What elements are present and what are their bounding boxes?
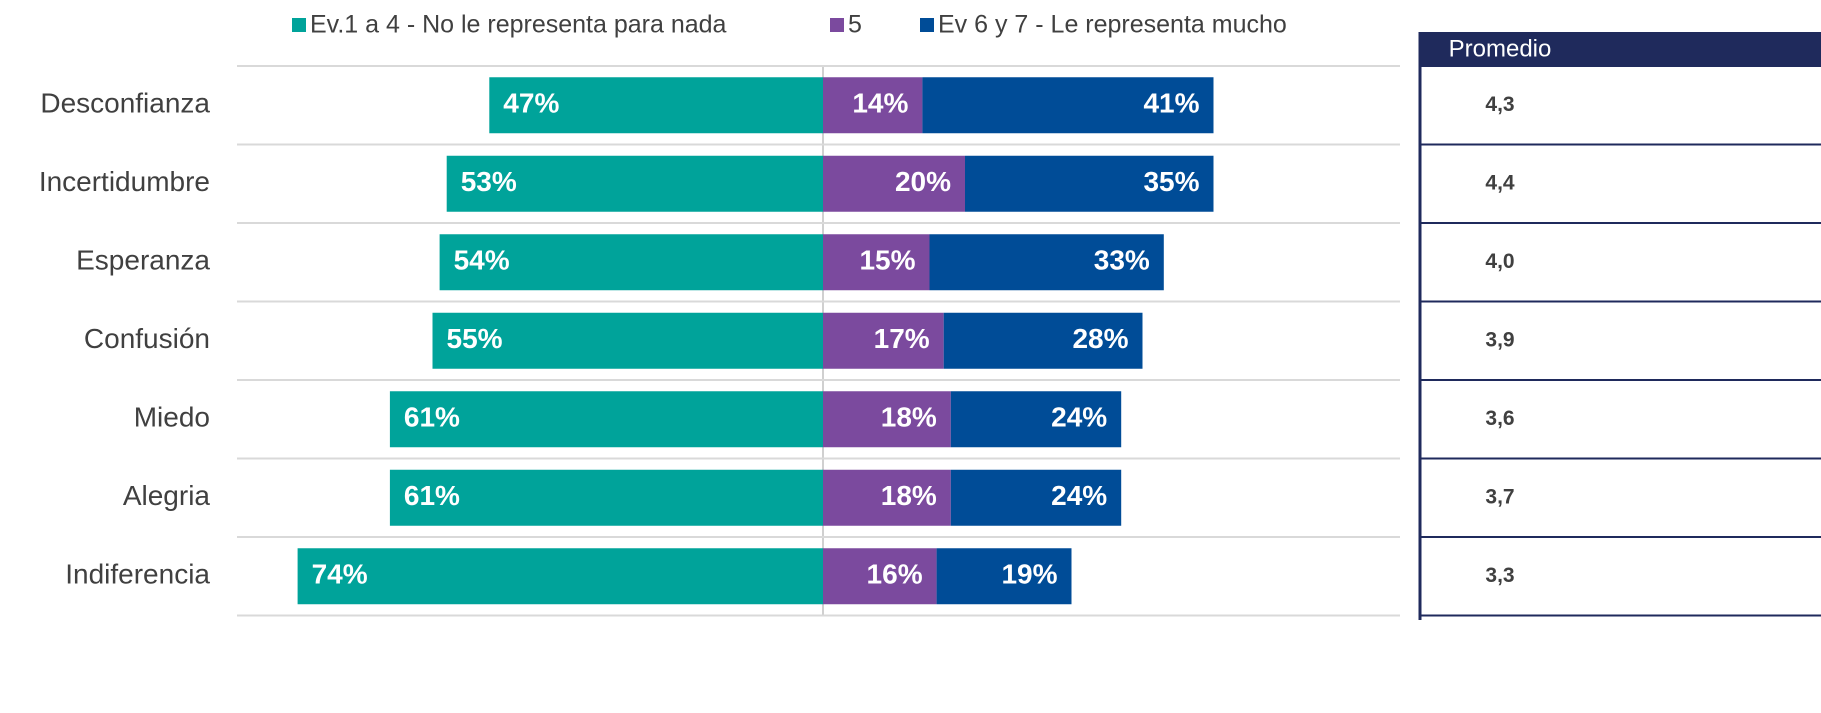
value-label: 24% bbox=[1051, 402, 1107, 433]
bar bbox=[823, 312, 944, 369]
bar bbox=[489, 77, 823, 134]
value-label: 61% bbox=[404, 480, 460, 511]
bar bbox=[432, 312, 823, 369]
category-label: Desconfianza bbox=[40, 88, 210, 119]
value-label: 61% bbox=[404, 402, 460, 433]
value-label: 18% bbox=[881, 402, 937, 433]
bar bbox=[950, 469, 1122, 526]
value-label: 55% bbox=[447, 323, 503, 354]
bar bbox=[823, 155, 965, 212]
value-label: 41% bbox=[1143, 88, 1199, 119]
category-label: Indiferencia bbox=[65, 559, 210, 590]
legend-swatch bbox=[830, 18, 844, 32]
table-header: Promedio bbox=[1449, 35, 1552, 62]
table-cell: 3,9 bbox=[1485, 328, 1514, 351]
bar bbox=[389, 391, 823, 448]
bar bbox=[823, 469, 951, 526]
value-label: 33% bbox=[1094, 245, 1150, 276]
category-label: Esperanza bbox=[76, 245, 210, 276]
bar bbox=[936, 548, 1072, 605]
value-label: 24% bbox=[1051, 480, 1107, 511]
bar bbox=[823, 234, 930, 291]
bar bbox=[922, 77, 1214, 134]
value-label: 74% bbox=[312, 559, 368, 590]
bar bbox=[823, 548, 937, 605]
category-label: Alegria bbox=[123, 480, 211, 511]
category-label: Miedo bbox=[134, 402, 210, 433]
value-label: 16% bbox=[867, 559, 923, 590]
value-label: 28% bbox=[1072, 323, 1128, 354]
bar bbox=[446, 155, 823, 212]
category-label: Confusión bbox=[84, 323, 210, 354]
bar bbox=[439, 234, 823, 291]
value-label: 35% bbox=[1143, 166, 1199, 197]
legend-swatch bbox=[920, 18, 934, 32]
table-header-bg bbox=[1420, 32, 1821, 66]
value-label: 53% bbox=[461, 166, 517, 197]
value-label: 17% bbox=[874, 323, 930, 354]
bar bbox=[929, 234, 1164, 291]
table-cell: 4,4 bbox=[1485, 171, 1515, 194]
value-label: 54% bbox=[454, 245, 510, 276]
value-label: 14% bbox=[852, 88, 908, 119]
bar bbox=[943, 312, 1143, 369]
value-label: 15% bbox=[859, 245, 915, 276]
category-label: Incertidumbre bbox=[39, 166, 210, 197]
bar bbox=[950, 391, 1122, 448]
value-label: 19% bbox=[1001, 559, 1057, 590]
table-cell: 4,0 bbox=[1485, 250, 1514, 273]
legend-label: 5 bbox=[848, 11, 862, 39]
bar bbox=[823, 391, 951, 448]
table-cell: 3,6 bbox=[1485, 407, 1514, 430]
bar bbox=[965, 155, 1214, 212]
bar bbox=[823, 77, 923, 134]
table-cell: 4,3 bbox=[1485, 93, 1514, 116]
value-label: 47% bbox=[503, 88, 559, 119]
table-cell: 3,3 bbox=[1485, 564, 1514, 587]
value-label: 18% bbox=[881, 480, 937, 511]
legend-swatch bbox=[292, 18, 306, 32]
legend-label: Ev.1 a 4 - No le representa para nada bbox=[310, 11, 727, 39]
bar bbox=[297, 548, 824, 605]
legend-label: Ev 6 y 7 - Le representa mucho bbox=[938, 11, 1287, 39]
table-cell: 3,7 bbox=[1485, 485, 1514, 508]
value-label: 20% bbox=[895, 166, 951, 197]
bar bbox=[389, 469, 823, 526]
